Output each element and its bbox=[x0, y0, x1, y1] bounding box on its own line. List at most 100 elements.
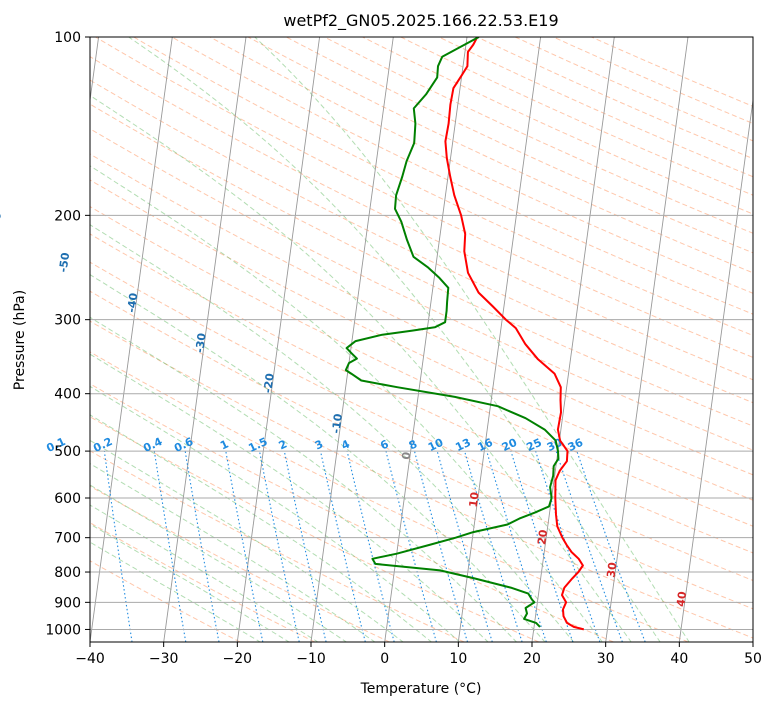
dry-adiabat-line bbox=[171, 37, 753, 315]
isotherm-label: -40 bbox=[125, 292, 141, 314]
isotherm-label: 40 bbox=[674, 590, 689, 607]
dry-adiabat-line bbox=[90, 206, 753, 527]
mixing-ratio-label: 4 bbox=[339, 437, 352, 452]
x-tick-label: −30 bbox=[149, 651, 179, 667]
dry-adiabat-line bbox=[90, 103, 753, 427]
dewpoint-profile-line bbox=[344, 37, 560, 628]
isotherm-line bbox=[531, 37, 615, 642]
mixing-ratio-line bbox=[258, 450, 300, 642]
dry-adiabat-line bbox=[90, 153, 753, 476]
isotherm-line bbox=[457, 37, 542, 642]
dry-adiabat-line bbox=[438, 37, 753, 178]
y-axis-ticks: 100 200 300 400 500 600 700 800 900 1000 bbox=[45, 30, 90, 638]
moist-adiabat-line bbox=[90, 414, 433, 642]
mixing-ratio-line bbox=[153, 451, 187, 642]
y-tick-label: 300 bbox=[54, 313, 81, 329]
dry-adiabat-line bbox=[476, 37, 753, 160]
isotherm-label: 30 bbox=[604, 561, 619, 578]
isotherm-label: -30 bbox=[193, 332, 209, 354]
y-tick-label: 800 bbox=[54, 565, 81, 581]
moist-adiabat-line bbox=[90, 484, 348, 642]
isotherm-line bbox=[90, 37, 100, 104]
moist-adiabat-line bbox=[90, 463, 376, 642]
isotherm-label: -60 bbox=[0, 211, 4, 233]
moist-adiabat-line bbox=[90, 523, 290, 642]
dry-adiabat-line bbox=[95, 37, 753, 358]
mixing-ratio-line bbox=[319, 450, 366, 642]
mixing-ratio-label: 6 bbox=[378, 437, 391, 452]
x-tick-label: 20 bbox=[523, 651, 541, 667]
moist-adiabat-line bbox=[90, 94, 632, 642]
y-tick-label: 200 bbox=[54, 208, 81, 224]
dry-adiabat-line bbox=[90, 56, 753, 381]
x-tick-label: −20 bbox=[223, 651, 253, 667]
y-tick-label: 600 bbox=[54, 491, 81, 507]
isotherm-line bbox=[678, 96, 753, 642]
mixing-ratio-line bbox=[436, 450, 493, 642]
isotherm-line bbox=[605, 37, 689, 642]
dry-adiabat-line bbox=[90, 351, 689, 642]
dry-adiabat-line bbox=[591, 37, 753, 107]
x-tick-label: 40 bbox=[670, 651, 688, 667]
mixing-ratio-line bbox=[555, 450, 623, 642]
thermo-background bbox=[90, 37, 753, 642]
y-axis-title: Pressure (hPa) bbox=[12, 290, 28, 390]
mixing-ratio-line bbox=[464, 450, 523, 642]
isotherm-label: -10 bbox=[329, 412, 345, 434]
dry-adiabat-line bbox=[90, 128, 753, 451]
isotherm-line bbox=[310, 37, 394, 642]
dry-adiabat-line bbox=[90, 79, 753, 404]
mixing-ratio-label: 8 bbox=[407, 437, 419, 452]
dry-adiabat-line bbox=[286, 37, 753, 254]
mixing-ratio-line bbox=[103, 451, 133, 642]
mixing-ratio-label: 0.2 bbox=[91, 435, 114, 455]
mixing-ratio-label: 25 bbox=[524, 436, 543, 454]
moist-adiabat-line bbox=[90, 385, 461, 642]
mixing-ratio-line bbox=[535, 450, 601, 642]
isotherm-line bbox=[90, 37, 173, 642]
moist-adiabat-line bbox=[90, 353, 489, 642]
moist-adiabat-line bbox=[90, 165, 603, 642]
mixing-ratio-label: 16 bbox=[476, 436, 496, 454]
mixing-ratio-line bbox=[283, 450, 327, 642]
sounding-profiles bbox=[344, 37, 585, 631]
dry-adiabat-line bbox=[90, 320, 753, 639]
moist-adiabat-line bbox=[90, 274, 546, 642]
y-tick-label: 100 bbox=[54, 30, 81, 46]
chart-title: wetPf2_GN05.2025.166.22.53.E19 bbox=[283, 11, 558, 31]
isotherm-label: -20 bbox=[261, 372, 277, 394]
mixing-ratio-line bbox=[225, 451, 264, 642]
dry-adiabat-line bbox=[514, 37, 753, 142]
mixing-ratio-label: 20 bbox=[500, 436, 520, 454]
y-tick-label: 400 bbox=[54, 387, 81, 403]
moist-adiabat-line bbox=[254, 37, 690, 642]
dry-adiabat-line bbox=[133, 37, 753, 337]
moist-adiabat-line bbox=[90, 541, 262, 642]
isopleth-labels: -100-90-80-70-60-50-40-30-20-10010203040… bbox=[0, 211, 689, 607]
dry-adiabat-line bbox=[90, 416, 540, 642]
isotherm-line bbox=[752, 638, 753, 642]
x-tick-label: 10 bbox=[449, 651, 467, 667]
mixing-ratio-line bbox=[486, 450, 547, 642]
mixing-ratio-label: 2 bbox=[277, 437, 289, 452]
temperature-profile-line bbox=[444, 37, 585, 631]
moist-adiabat-line bbox=[90, 504, 319, 642]
isotherm-line bbox=[384, 37, 468, 642]
mixing-ratio-line bbox=[346, 450, 395, 642]
isotherm-label: 20 bbox=[535, 528, 550, 545]
mixing-ratio-label: 0.4 bbox=[141, 435, 164, 455]
mixing-ratio-line bbox=[184, 451, 220, 642]
x-tick-label: −40 bbox=[75, 651, 105, 667]
dry-adiabat-line bbox=[362, 37, 753, 215]
x-axis-title: Temperature (°C) bbox=[360, 681, 482, 697]
isobar-grid bbox=[90, 36, 753, 630]
dry-adiabat-line bbox=[209, 37, 753, 294]
moist-adiabat-line bbox=[90, 439, 404, 642]
mixing-ratio-label: 3 bbox=[313, 437, 325, 452]
mixing-ratio-label: 0.6 bbox=[172, 435, 195, 455]
mixing-ratio-label: 1.5 bbox=[246, 435, 269, 455]
mixing-ratio-line bbox=[413, 450, 469, 642]
x-axis-ticks: −40 −30 −20 −10 0 10 20 30 40 50 bbox=[75, 642, 762, 667]
x-tick-label: 0 bbox=[380, 651, 389, 667]
